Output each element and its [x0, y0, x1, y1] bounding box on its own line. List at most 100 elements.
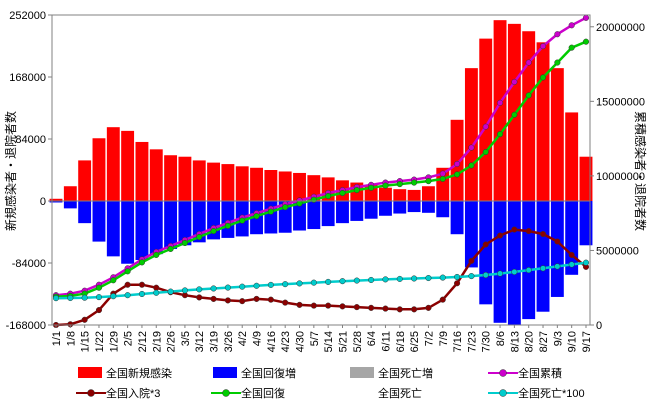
legend-marker — [499, 369, 507, 377]
point-全国死亡*100-9/10 — [568, 261, 575, 268]
left-axis-title: 新規感染者・退院者数 — [3, 111, 18, 231]
point-全国入院*3-7/16 — [454, 280, 461, 287]
point-全国入院*3-7/2 — [425, 304, 432, 311]
point-全国死亡*100-3/19 — [210, 285, 217, 292]
point-全国累積-9/10 — [568, 22, 575, 29]
bar-全国新規感染-3/26 — [221, 164, 235, 201]
point-全国回復-5/21 — [339, 189, 346, 197]
point-全国累積-9/17 — [582, 14, 590, 21]
point-全国回復-1/22 — [95, 284, 103, 291]
point-全国死亡*100-7/30 — [482, 271, 489, 279]
point-全国入院*3-4/2 — [239, 298, 246, 305]
point-全国入院*3-6/4 — [368, 304, 375, 311]
point-全国入院*3-8/20 — [525, 228, 532, 235]
bar-全国新規感染-2/5 — [121, 130, 135, 201]
point-全国回復-7/23 — [468, 162, 475, 169]
bar-全国新規感染-4/9 — [250, 167, 263, 201]
point-全国死亡*100-1/15 — [81, 294, 88, 301]
right-tick-label: 20000000 — [596, 22, 645, 34]
x-tick-label: 6/11 — [381, 331, 393, 352]
point-全国死亡*100-1/1 — [52, 295, 60, 302]
point-全国累積-8/13 — [511, 78, 518, 86]
point-全国入院*3-2/5 — [124, 281, 131, 288]
bar-全国新規感染-6/18 — [393, 189, 407, 201]
point-全国死亡*100-2/5 — [124, 292, 131, 299]
bar-全国回復増-7/30 — [479, 201, 493, 305]
legend-label: 全国死亡増 — [378, 366, 433, 380]
point-全国入院*3-8/6 — [497, 232, 504, 239]
point-全国入院*3-7/30 — [482, 241, 489, 248]
point-全国回復-7/16 — [454, 171, 461, 178]
x-tick-label: 5/21 — [338, 331, 350, 352]
bar-全国新規感染-2/12 — [135, 141, 149, 201]
point-全国回復-3/26 — [224, 222, 231, 229]
bar-全国新規感染-1/22 — [92, 138, 106, 201]
x-tick-label: 2/26 — [166, 331, 178, 352]
point-全国死亡*100-4/9 — [253, 282, 260, 289]
bar-全国新規感染-8/6 — [493, 20, 507, 201]
point-全国入院*3-8/13 — [511, 226, 518, 233]
right-axis-title: 累積感染者・退院者数 — [633, 111, 648, 231]
point-全国回復-8/20 — [525, 92, 532, 99]
legend-label: 全国死亡 — [378, 386, 422, 400]
x-tick-label: 9/17 — [581, 331, 593, 352]
x-tick-label: 5/14 — [323, 331, 335, 352]
line-layer — [52, 14, 590, 329]
point-全国回復-9/17 — [582, 38, 590, 45]
point-全国入院*3-4/30 — [296, 301, 303, 308]
bar-全国回復増-5/28 — [350, 201, 364, 221]
point-全国入院*3-1/15 — [81, 316, 88, 323]
point-全国死亡*100-8/27 — [539, 265, 547, 272]
point-全国回復-3/19 — [210, 228, 217, 235]
point-全国回復-4/23 — [282, 204, 289, 211]
x-tick-label: 3/12 — [194, 331, 206, 352]
right-tick-label: 0 — [596, 320, 602, 332]
point-全国回復-7/2 — [425, 178, 432, 185]
point-全国入院*3-5/7 — [310, 302, 317, 309]
point-全国回復-6/11 — [382, 182, 389, 189]
x-tick-label: 1/22 — [94, 331, 106, 352]
point-全国累積-7/23 — [468, 144, 475, 151]
legend-label: 全国入院*3 — [106, 386, 160, 400]
legend-swatch — [350, 367, 374, 378]
bar-全国新規感染-5/7 — [307, 175, 321, 201]
legend-item: 全国回復増 — [213, 366, 296, 380]
legend-marker — [222, 389, 230, 397]
point-全国入院*3-4/9 — [253, 295, 260, 302]
point-全国回復-6/18 — [396, 181, 403, 188]
legend-item: 全国回復 — [211, 386, 285, 400]
bar-全国新規感染-1/15 — [78, 160, 92, 201]
point-全国回復-2/12 — [138, 259, 145, 266]
point-全国入院*3-4/23 — [282, 299, 289, 306]
bar-全国回復増-5/21 — [336, 201, 349, 224]
bar-全国回復増-9/3 — [550, 201, 564, 297]
x-tick-label: 5/28 — [352, 331, 364, 352]
point-全国入院*3-2/19 — [153, 284, 160, 291]
point-全国回復-7/9 — [439, 175, 446, 182]
point-全国死亡*100-5/28 — [353, 277, 360, 284]
point-全国死亡*100-3/5 — [181, 287, 188, 294]
legend-item: 全国新規感染 — [78, 366, 172, 380]
point-全国累積-8/27 — [539, 43, 547, 50]
bar-全国新規感染-9/17 — [579, 156, 593, 201]
bar-全国新規感染-9/3 — [550, 68, 564, 202]
bar-全国回復増-6/25 — [407, 201, 421, 213]
legend-label: 全国死亡*100 — [518, 386, 585, 400]
bar-全国新規感染-1/1 — [49, 198, 63, 201]
bar-全国新規感染-2/26 — [164, 155, 178, 201]
bar-全国新規感染-2/19 — [149, 149, 163, 201]
point-全国回復-4/9 — [253, 213, 260, 220]
legend-item: 全国死亡増 — [350, 366, 433, 380]
bar-全国回復増-4/30 — [293, 201, 306, 231]
bar-全国新規感染-7/16 — [450, 119, 464, 201]
point-全国入院*3-5/14 — [325, 302, 332, 309]
right-tick-label: 5000000 — [596, 245, 639, 257]
bar-全国回復増-1/15 — [78, 201, 92, 224]
x-tick-label: 4/2 — [237, 331, 249, 346]
point-全国累積-7/16 — [454, 160, 461, 168]
bar-全国新規感染-8/27 — [536, 42, 550, 201]
bar-全国回復増-9/17 — [579, 201, 593, 246]
bar-全国回復増-7/9 — [436, 201, 450, 218]
point-全国入院*3-7/9 — [439, 296, 446, 303]
x-tick-label: 9/3 — [552, 331, 564, 346]
